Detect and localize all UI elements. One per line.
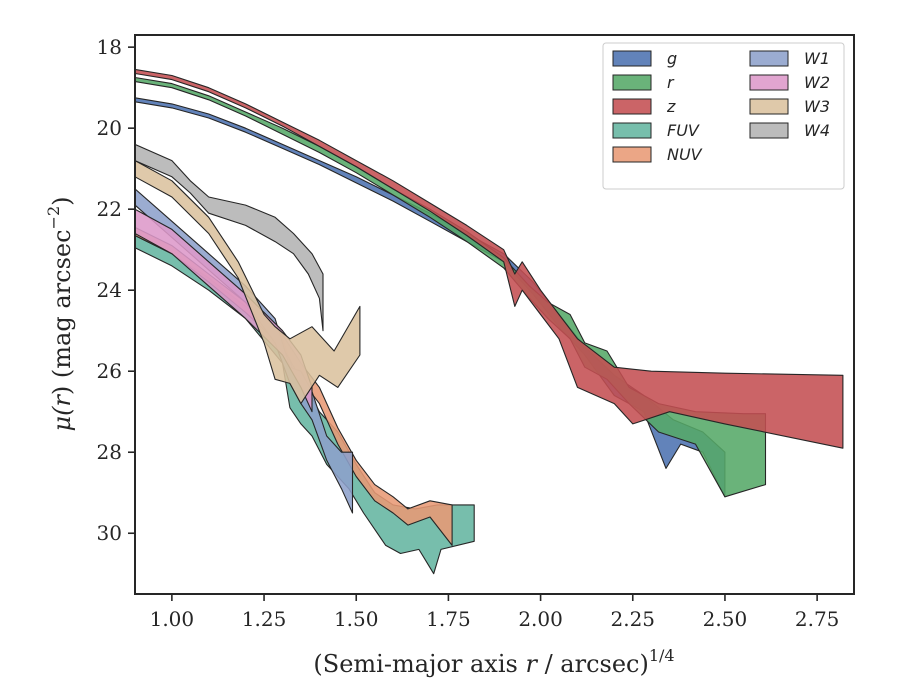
legend-swatch-w1 (749, 50, 789, 67)
y-tick-label: 22 (97, 197, 122, 221)
y-axis-label: μ(r) (mag arcsec−2) (44, 196, 76, 431)
plot-frame (134, 34, 855, 595)
legend-label-z: z (666, 97, 676, 116)
x-axis-ticks: 1.00 1.25 1.50 1.75 2.00 2.25 2.50 2.75 (150, 594, 840, 631)
legend-swatch-w4 (749, 122, 789, 139)
legend-label-w1: W1 (804, 49, 830, 68)
area-w2 (135, 208, 313, 413)
legend-label-g: g (667, 49, 677, 68)
legend-label-r: r (667, 73, 675, 92)
x-tick-label: 1.00 (150, 607, 195, 631)
y-tick-label: 30 (97, 521, 122, 545)
legend-swatch-z (612, 98, 652, 115)
legend-label-fuv: FUV (667, 121, 700, 140)
y-tick-label: 20 (97, 116, 122, 140)
legend-label-w3: W3 (804, 97, 830, 116)
area-w3 (135, 160, 361, 405)
y-tick-label: 26 (97, 359, 122, 383)
legend-swatch-w2 (749, 74, 789, 91)
y-tick-label: 18 (97, 35, 122, 59)
y-tick-label: 28 (97, 440, 122, 464)
x-tick-label: 1.25 (242, 607, 287, 631)
y-tick-label: 24 (97, 278, 122, 302)
x-axis-label: (Semi-major axis r / arcsec)1/4 (313, 646, 674, 678)
legend-swatch-w3 (749, 98, 789, 115)
legend-swatch-nuv (612, 146, 652, 163)
series-areas (135, 68, 844, 575)
legend-swatch-fuv (612, 122, 652, 139)
x-tick-label: 2.75 (795, 607, 840, 631)
y-axis-ticks: 18 20 22 24 26 28 30 (97, 35, 135, 545)
area-z (135, 68, 844, 449)
x-tick-label: 1.50 (334, 607, 379, 631)
legend-swatch-g (612, 50, 652, 67)
x-tick-label: 2.50 (703, 607, 748, 631)
legend-swatch-r (612, 74, 652, 91)
x-tick-label: 2.25 (611, 607, 656, 631)
x-tick-label: 2.00 (518, 607, 563, 631)
x-tick-label: 1.75 (426, 607, 471, 631)
legend: grz FUV NUV W1 W2 W3 W4 (602, 42, 845, 190)
area-w4 (135, 143, 324, 332)
legend-label-w2: W2 (804, 73, 830, 92)
legend-label-w4: W4 (804, 121, 830, 140)
legend-label-nuv: NUV (667, 145, 703, 164)
